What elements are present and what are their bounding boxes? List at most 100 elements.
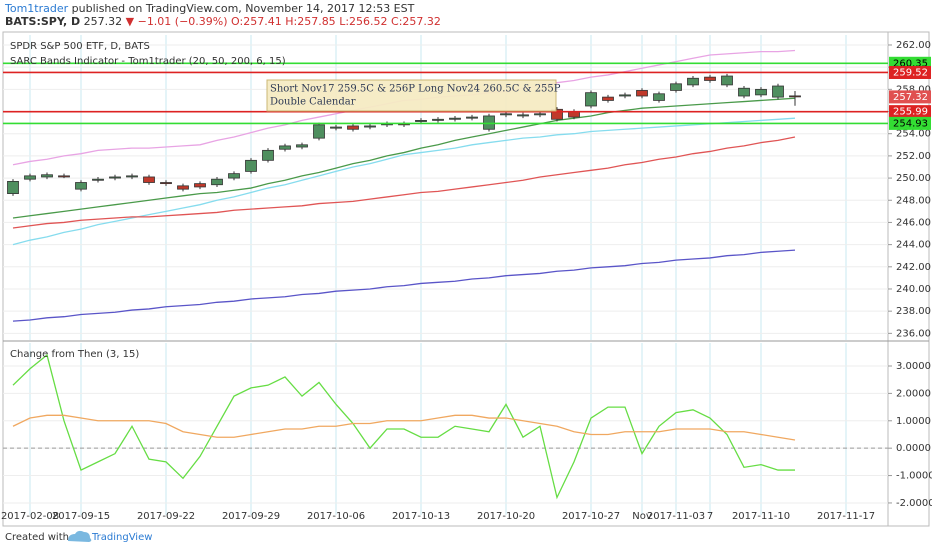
candle-body — [92, 178, 104, 181]
open: O:257.41 — [231, 15, 282, 28]
candle-body — [245, 159, 257, 172]
y-tick-label: 250.00 — [896, 173, 931, 184]
y-tick-label: 246.00 — [896, 217, 931, 228]
x-tick-label: 2017-11-10 — [732, 511, 790, 522]
low: L:256.52 — [339, 15, 387, 28]
plot-layer: 236.00 238.00 240.00 242.00 244.00 246.00 248.… — [1, 35, 932, 522]
candle-body — [347, 125, 359, 130]
author[interactable]: Tom1trader — [4, 2, 69, 15]
line-series — [12, 136, 796, 229]
candle-body — [58, 175, 70, 178]
x-tick-label: Nov — [632, 511, 652, 522]
x-tick-label: 7 — [707, 511, 713, 522]
x-tick-label: 2017-09-29 — [222, 511, 280, 522]
x-tick-label: 2017-11-17 — [817, 511, 875, 522]
y-tick-label: 258.00 — [896, 84, 931, 95]
candle-body — [636, 90, 648, 97]
pane-title: Change from Then (3, 15) — [10, 349, 139, 360]
published: published on TradingView.com, November 1… — [72, 2, 415, 15]
candle-body — [415, 120, 427, 122]
candle-body — [160, 182, 172, 185]
y-tick-label: -2.0000 — [896, 498, 932, 509]
frame — [2, 31, 930, 527]
candle-body — [330, 126, 342, 129]
x-tick-label: 2017-10-20 — [477, 511, 535, 522]
last: 257.32 — [84, 15, 123, 28]
close: C:257.32 — [391, 15, 441, 28]
y-tick-label: 2.0000 — [896, 388, 931, 399]
y-tick-label: 248.00 — [896, 195, 931, 206]
candle-body — [211, 178, 223, 186]
level-label-bg — [889, 65, 931, 79]
candle-body — [534, 113, 546, 116]
y-tick-label: 254.00 — [896, 129, 931, 140]
x-tick-label: 2017-11-03 — [647, 511, 705, 522]
last-price-label: 257.32 — [893, 92, 928, 103]
footer-brand[interactable]: TradingView — [91, 532, 152, 543]
y-tick-label: 244.00 — [896, 240, 931, 251]
y-tick-label: 242.00 — [896, 262, 931, 273]
level-label: 254.93 — [893, 118, 928, 129]
change: ▼ −1.01 (−0.39%) — [126, 15, 228, 28]
symbol-line: BATS:SPY, D 257.32 ▼ −1.01 (−0.39%) O:25… — [5, 15, 441, 28]
candle-body — [109, 176, 121, 179]
high: H:257.85 — [285, 15, 335, 28]
chart-subtitle: SARC Bands Indicator - Tom1trader (20, 5… — [10, 56, 286, 67]
x-tick-label: 2017-10-13 — [392, 511, 450, 522]
line-series — [12, 117, 796, 246]
y-tick-label: 0.0000 — [896, 443, 931, 454]
logo — [68, 530, 92, 542]
line-series — [12, 353, 795, 500]
candle-body — [262, 149, 274, 161]
line-series — [12, 249, 796, 322]
level-label: 255.99 — [893, 107, 928, 118]
last-price-bg — [889, 90, 931, 104]
y-tick-label: 262.00 — [896, 40, 931, 51]
candle-body — [687, 77, 699, 86]
line-series — [12, 97, 796, 219]
candle-body — [789, 95, 801, 98]
candle-body — [755, 88, 767, 96]
x-tick-label: 2017-02-08 — [1, 511, 59, 522]
candle-body — [143, 176, 155, 183]
level-label-bg — [889, 116, 931, 130]
level-label-bg — [889, 105, 931, 119]
y-tick-label: 252.00 — [896, 151, 931, 162]
candle-body — [602, 96, 614, 101]
candle-body — [364, 125, 376, 128]
candle-body — [194, 183, 206, 188]
candle-body — [772, 85, 784, 98]
x-tick-label: 2017-10-27 — [562, 511, 620, 522]
candle-body — [432, 118, 444, 121]
x-tick-label: 2017-10-06 — [307, 511, 365, 522]
y-tick-label: 3.0000 — [896, 361, 931, 372]
candle-body — [279, 145, 291, 150]
y-tick-label: 240.00 — [896, 284, 931, 295]
candle-body — [466, 116, 478, 119]
candle-body — [500, 113, 512, 116]
candle-body — [585, 92, 597, 107]
candle-body — [619, 94, 631, 97]
candle-body — [449, 117, 461, 120]
candle-body — [670, 83, 682, 91]
annotation-box — [266, 79, 557, 112]
level-label: 260.35 — [893, 58, 928, 69]
line-series — [12, 414, 796, 441]
y-tick-label: 1.0000 — [896, 416, 931, 427]
candle-body — [24, 175, 36, 180]
candle-body — [126, 175, 138, 178]
level-label: 259.52 — [893, 67, 928, 78]
candle-body — [738, 87, 750, 97]
candle-body — [75, 182, 87, 190]
annotation-text: Double Calendar — [270, 97, 356, 108]
y-tick-label: 236.00 — [896, 328, 931, 339]
candle-body — [41, 174, 53, 178]
candle-body — [517, 114, 529, 117]
x-tick-label: 2017-09-15 — [52, 511, 110, 522]
candle-body — [653, 93, 665, 101]
candle-body — [721, 75, 733, 86]
y-tick-label: -1.0000 — [896, 471, 932, 482]
y-tick-label: 238.00 — [896, 306, 931, 317]
candle-body — [228, 173, 240, 179]
